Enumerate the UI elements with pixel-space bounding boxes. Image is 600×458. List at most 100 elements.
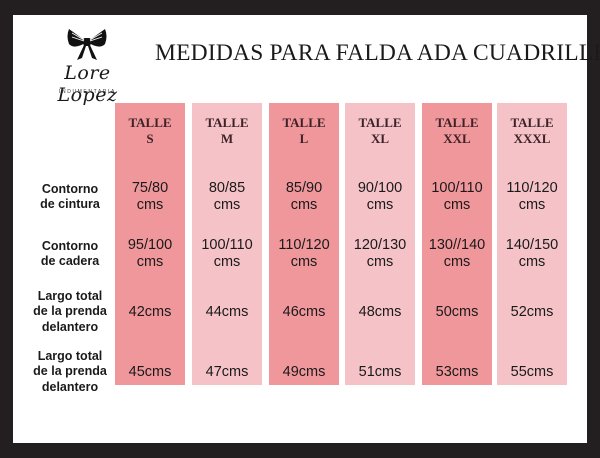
measurement-cell: 48cms bbox=[345, 304, 415, 321]
measurement-cell: 44cms bbox=[192, 304, 262, 321]
measurement-value: cms bbox=[443, 197, 471, 213]
measurement-cell: 52cms bbox=[497, 304, 567, 321]
measurement-value: 55cms bbox=[510, 363, 554, 380]
size-header-line: S bbox=[146, 131, 154, 146]
size-header-line: TALLE bbox=[205, 115, 249, 130]
size-header-line: L bbox=[299, 131, 309, 146]
measurement-value: cms bbox=[290, 254, 318, 270]
measurement-cell: 47cms bbox=[192, 364, 262, 381]
measurement-cell: 140/150 cms bbox=[497, 237, 567, 271]
size-header: TALLE XXXL bbox=[497, 115, 567, 147]
size-column: TALLE XL 90/100 cms 120/130 cms 48cms 51cms bbox=[345, 103, 415, 385]
bow-icon bbox=[67, 29, 107, 60]
measurement-value: cms bbox=[136, 254, 164, 270]
measurement-cell: 55cms bbox=[497, 364, 567, 381]
measurement-cell: 50cms bbox=[422, 304, 492, 321]
size-header-line: TALLE bbox=[510, 115, 554, 130]
logo-name: Lore Lopez bbox=[57, 62, 118, 106]
size-column: TALLE L 85/90 cms 110/120 cms 46cms 49cms bbox=[269, 103, 339, 385]
measurement-value: cms bbox=[443, 254, 471, 270]
page-title: MEDIDAS PARA FALDA ADA CUADRILLE bbox=[155, 40, 600, 66]
measurement-cell: 90/100 cms bbox=[345, 180, 415, 214]
row-label-line: Largo total bbox=[37, 348, 103, 363]
row-label-line: delantero bbox=[41, 319, 99, 334]
measurement-value: cms bbox=[290, 197, 318, 213]
brand-logo: Lore Lopez INDUMENTARIA bbox=[40, 26, 135, 106]
measurement-cell: 130//140 cms bbox=[422, 237, 492, 271]
measurement-value: 49cms bbox=[282, 363, 326, 380]
row-label: Largo total de la prenda delantero bbox=[20, 349, 120, 396]
measurement-cell: 51cms bbox=[345, 364, 415, 381]
row-label-line: Contorno bbox=[41, 238, 99, 253]
measurement-value: cms bbox=[366, 197, 394, 213]
measurement-cell: 100/110 cms bbox=[422, 180, 492, 214]
measurement-cell: 45cms bbox=[115, 364, 185, 381]
logo-subtitle: INDUMENTARIA bbox=[59, 89, 116, 95]
size-header-line: XXXL bbox=[513, 131, 551, 146]
measurement-value: 46cms bbox=[282, 303, 326, 320]
size-header: TALLE S bbox=[115, 115, 185, 147]
size-column: TALLE XXXL 110/120 cms 140/150 cms 52cms 55cms bbox=[497, 103, 567, 385]
size-header: TALLE XL bbox=[345, 115, 415, 147]
measurement-value: 53cms bbox=[435, 363, 479, 380]
measurement-cell: 46cms bbox=[269, 304, 339, 321]
measurement-value: 85/90 bbox=[285, 180, 323, 196]
size-header: TALLE L bbox=[269, 115, 339, 147]
row-label: Contorno de cintura bbox=[20, 182, 120, 213]
measurement-value: cms bbox=[213, 197, 241, 213]
measurement-cell: 42cms bbox=[115, 304, 185, 321]
row-label: Largo total de la prenda delantero bbox=[20, 289, 120, 336]
measurement-value: 120/130 bbox=[353, 237, 407, 253]
size-column: TALLE S 75/80 cms 95/100 cms 42cms 45cms bbox=[115, 103, 185, 385]
measurement-value: 47cms bbox=[205, 363, 249, 380]
row-label-line: de cadera bbox=[40, 254, 100, 268]
measurement-cell: 53cms bbox=[422, 364, 492, 381]
row-label-line: de cintura bbox=[40, 197, 100, 211]
measurement-value: 45cms bbox=[128, 363, 172, 380]
measurement-value: 52cms bbox=[510, 303, 554, 320]
size-header: TALLE M bbox=[192, 115, 262, 147]
measurement-cell: 80/85 cms bbox=[192, 180, 262, 214]
measurement-value: 130//140 bbox=[428, 237, 486, 253]
measurement-value: 44cms bbox=[205, 303, 249, 320]
row-label: Contorno de cadera bbox=[20, 239, 120, 270]
measurement-value: cms bbox=[213, 254, 241, 270]
measurement-value: 50cms bbox=[435, 303, 479, 320]
size-header-line: TALLE bbox=[282, 115, 326, 130]
size-header-line: TALLE bbox=[128, 115, 172, 130]
measurement-cell: 110/120 cms bbox=[497, 180, 567, 214]
measurement-value: cms bbox=[136, 197, 164, 213]
size-header-line: M bbox=[220, 131, 234, 146]
size-column: TALLE M 80/85 cms 100/110 cms 44cms 47cms bbox=[192, 103, 262, 385]
measurement-cell: 49cms bbox=[269, 364, 339, 381]
measurement-value: 80/85 bbox=[208, 180, 246, 196]
row-label-line: delantero bbox=[41, 379, 99, 394]
measurement-value: 51cms bbox=[358, 363, 402, 380]
size-header-line: TALLE bbox=[435, 115, 479, 130]
measurement-value: cms bbox=[366, 254, 394, 270]
measurement-value: 140/150 bbox=[505, 237, 559, 253]
measurement-value: 100/110 bbox=[201, 237, 253, 253]
measurement-value: 100/110 bbox=[431, 180, 483, 196]
size-header-line: XL bbox=[370, 131, 390, 146]
measurement-value: 110/120 bbox=[506, 180, 558, 196]
measurement-value: 75/80 bbox=[131, 180, 169, 196]
measurement-value: 110/120 bbox=[278, 237, 330, 253]
row-label-line: de la prenda bbox=[33, 364, 107, 379]
row-label-line: de la prenda bbox=[33, 304, 107, 319]
row-label-line: Contorno bbox=[41, 181, 99, 196]
measurement-cell: 75/80 cms bbox=[115, 180, 185, 214]
size-column: TALLE XXL 100/110 cms 130//140 cms 50cms 53cms bbox=[422, 103, 492, 385]
row-label-line: Largo total bbox=[37, 288, 103, 303]
measurement-value: 42cms bbox=[128, 303, 172, 320]
measurement-cell: 100/110 cms bbox=[192, 237, 262, 271]
measurement-value: cms bbox=[518, 254, 546, 270]
size-header-line: XXL bbox=[443, 131, 471, 146]
measurement-cell: 95/100 cms bbox=[115, 237, 185, 271]
measurement-value: 90/100 bbox=[357, 180, 403, 196]
measurement-value: 48cms bbox=[358, 303, 402, 320]
measurement-cell: 110/120 cms bbox=[269, 237, 339, 271]
size-header: TALLE XXL bbox=[422, 115, 492, 147]
measurement-value: 95/100 bbox=[127, 237, 173, 253]
measurement-cell: 120/130 cms bbox=[345, 237, 415, 271]
